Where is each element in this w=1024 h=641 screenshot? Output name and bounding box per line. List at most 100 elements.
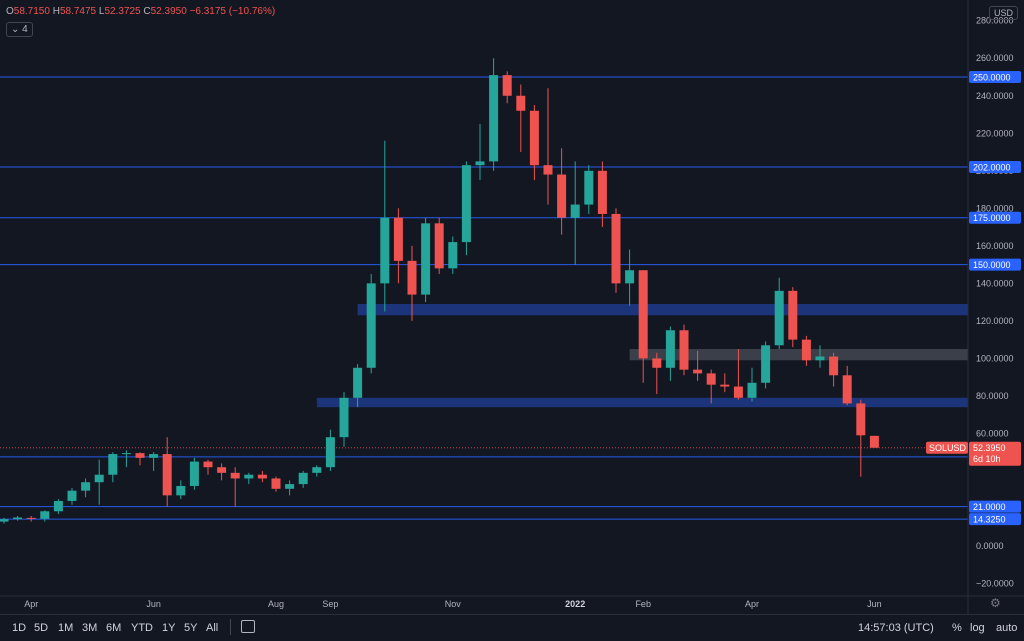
ohlc-legend: O58.7150 H58.7475 L52.3725 C52.3950 −6.3…: [6, 6, 275, 17]
candle-up: [584, 170, 594, 205]
candle-down: [257, 474, 267, 479]
candle-up: [94, 474, 104, 483]
candle-down: [230, 472, 240, 479]
price-tick-label: 60.0000: [976, 428, 1009, 438]
range-1m[interactable]: 1M: [58, 622, 74, 634]
candle-up: [53, 500, 63, 512]
price-tick-label: 180.0000: [976, 203, 1014, 213]
price-tick-label: 80.0000: [976, 391, 1009, 401]
price-tick-label: 140.0000: [976, 278, 1014, 288]
close-value: 52.3950: [150, 6, 187, 17]
range-ytd[interactable]: YTD: [131, 622, 153, 634]
bottom-toolbar: 1D 5D 1M 3M 6M YTD 1Y 5Y All 14:57:03 (U…: [0, 614, 1024, 641]
candle-up: [121, 453, 131, 455]
level-label: 250.0000: [973, 73, 1011, 83]
candle-down: [842, 375, 852, 404]
candle-up: [339, 397, 349, 438]
range-5y[interactable]: 5Y: [184, 622, 198, 634]
level-label-bg: [969, 258, 1021, 271]
candle-down: [829, 356, 839, 376]
symbol-label: SOLUSD: [929, 443, 967, 453]
candle-down: [720, 384, 730, 387]
candle-down: [597, 170, 607, 214]
candle-up: [67, 490, 77, 501]
settings-gear-icon[interactable]: ⚙: [990, 596, 1001, 610]
candle-up: [570, 204, 580, 218]
price-tick-label: 160.0000: [976, 241, 1014, 251]
candle-up: [81, 482, 91, 491]
price-tick-label: 220.0000: [976, 128, 1014, 138]
toolbar-divider: [230, 619, 231, 635]
candle-down: [502, 75, 512, 96]
level-label-bg: [969, 500, 1021, 513]
candles: [0, 58, 879, 524]
candle-down: [529, 110, 539, 166]
range-1d[interactable]: 1D: [12, 622, 27, 634]
candle-up: [815, 356, 825, 361]
candle-up: [176, 485, 186, 496]
price-tick-label: 120.0000: [976, 316, 1014, 326]
time-label: Apr: [745, 599, 759, 609]
candle-up: [380, 217, 390, 284]
candle-up: [366, 283, 376, 368]
candle-down: [801, 339, 811, 361]
candle-up: [13, 517, 23, 520]
clock-time: 14:57:03 (UTC): [858, 622, 934, 634]
candle-down: [26, 517, 36, 519]
price-tick-label: 0.0000: [976, 541, 1004, 551]
indicators-toggle[interactable]: ⌄ 4: [6, 22, 33, 37]
candle-up: [475, 161, 485, 166]
indicators-count: 4: [22, 24, 28, 35]
range-1y[interactable]: 1Y: [162, 622, 176, 634]
range-all[interactable]: All: [206, 622, 219, 634]
zones: [316, 303, 969, 408]
candle-down: [679, 330, 689, 370]
price-axis: 280.0000260.0000240.0000220.0000200.0000…: [0, 0, 1024, 614]
candle-down: [611, 213, 621, 284]
candle-up: [625, 270, 635, 284]
date-range-calendar-icon[interactable]: [241, 620, 255, 633]
level-label: 150.0000: [973, 260, 1011, 270]
candle-up: [421, 223, 431, 295]
candle-up: [0, 519, 9, 522]
candle-down: [203, 461, 213, 468]
open-key: O: [6, 6, 14, 17]
log-toggle[interactable]: log: [970, 622, 985, 634]
candle-up: [325, 437, 335, 468]
candle-up: [761, 345, 771, 383]
candle-up: [40, 511, 50, 519]
price-tick-label: −20.0000: [976, 579, 1014, 589]
candle-down: [434, 223, 444, 269]
candle-down: [543, 165, 553, 175]
candle-up: [108, 454, 118, 475]
candle-down: [638, 270, 648, 359]
candle-up: [244, 474, 254, 479]
level-label-bg: [969, 71, 1021, 83]
candle-down: [788, 290, 798, 340]
level-label-bg: [969, 513, 1021, 526]
price-tick-label: 260.0000: [976, 53, 1014, 63]
price-tick-label: 100.0000: [976, 353, 1014, 363]
candle-down: [652, 358, 662, 368]
high-value: 58.7475: [59, 6, 97, 17]
candle-down: [869, 435, 879, 448]
percent-toggle[interactable]: %: [952, 622, 962, 634]
symbol-label-bg: [926, 441, 968, 454]
range-6m[interactable]: 6M: [106, 622, 122, 634]
candle-up: [189, 461, 199, 486]
level-label: 175.0000: [973, 213, 1011, 223]
auto-toggle[interactable]: auto: [996, 622, 1018, 634]
time-label: Aug: [268, 599, 284, 609]
candle-down: [856, 403, 866, 436]
change-value: −6.3175 (−10.76%): [189, 6, 276, 17]
range-3m[interactable]: 3M: [82, 622, 98, 634]
candle-up: [665, 330, 675, 368]
candle-down: [217, 467, 227, 473]
high-key: H: [52, 6, 60, 17]
low-value: 52.3725: [104, 6, 141, 17]
price-chart[interactable]: 280.0000260.0000240.0000220.0000200.0000…: [0, 0, 1024, 614]
level-label: 202.0000: [973, 163, 1011, 173]
currency-selector[interactable]: USD: [988, 6, 1018, 20]
range-5d[interactable]: 5D: [34, 622, 49, 634]
level-lines: [0, 76, 968, 520]
